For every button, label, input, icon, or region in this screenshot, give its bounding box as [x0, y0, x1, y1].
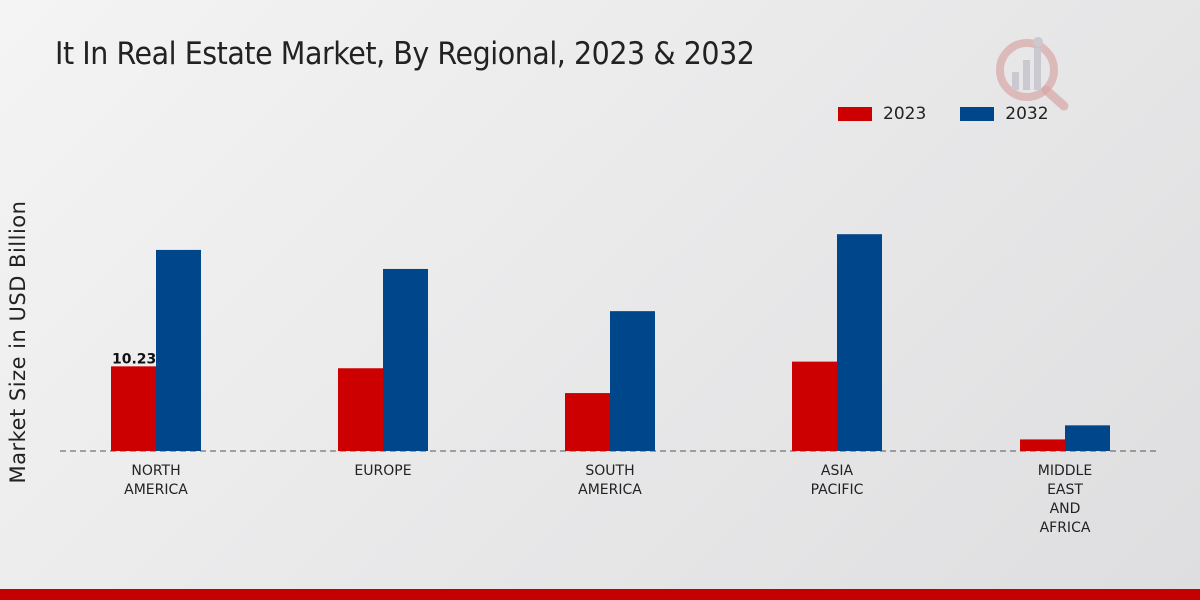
bar-2023-4	[1020, 439, 1065, 451]
logo-icon	[996, 37, 1069, 111]
footer-bar	[0, 589, 1200, 600]
bar-2032-4	[1065, 425, 1110, 451]
bar-2023-1	[338, 368, 383, 451]
legend: 2023 2032	[838, 104, 1083, 124]
x-tick-label-3: ASIA PACIFIC	[811, 463, 864, 498]
legend-item-2032: 2032	[960, 104, 1049, 124]
legend-label-2032: 2032	[1005, 104, 1049, 124]
bar-2023-2	[565, 393, 610, 451]
bar-2032-2	[610, 311, 655, 451]
x-tick-label-0: NORTH AMERICA	[124, 463, 188, 498]
legend-item-2023: 2023	[838, 104, 926, 124]
bar-2032-3	[837, 234, 882, 451]
bar-2023-0	[111, 366, 156, 451]
legend-swatch-2032	[960, 107, 995, 121]
bar-2032-0	[156, 249, 201, 451]
legend-label-2023: 2023	[883, 104, 927, 124]
chart-title: It In Real Estate Market, By Regional, 2…	[55, 36, 755, 72]
x-tick-label-2: SOUTH AMERICA	[578, 463, 642, 498]
bar-2023-3	[792, 361, 837, 451]
legend-swatch-2023	[838, 107, 872, 121]
bar-2032-1	[383, 268, 428, 451]
x-tick-label-4: MIDDLE EAST AND AFRICA	[1038, 463, 1092, 536]
data-label-0: 10.23	[112, 351, 156, 367]
x-tick-label-1: EUROPE	[354, 463, 411, 479]
